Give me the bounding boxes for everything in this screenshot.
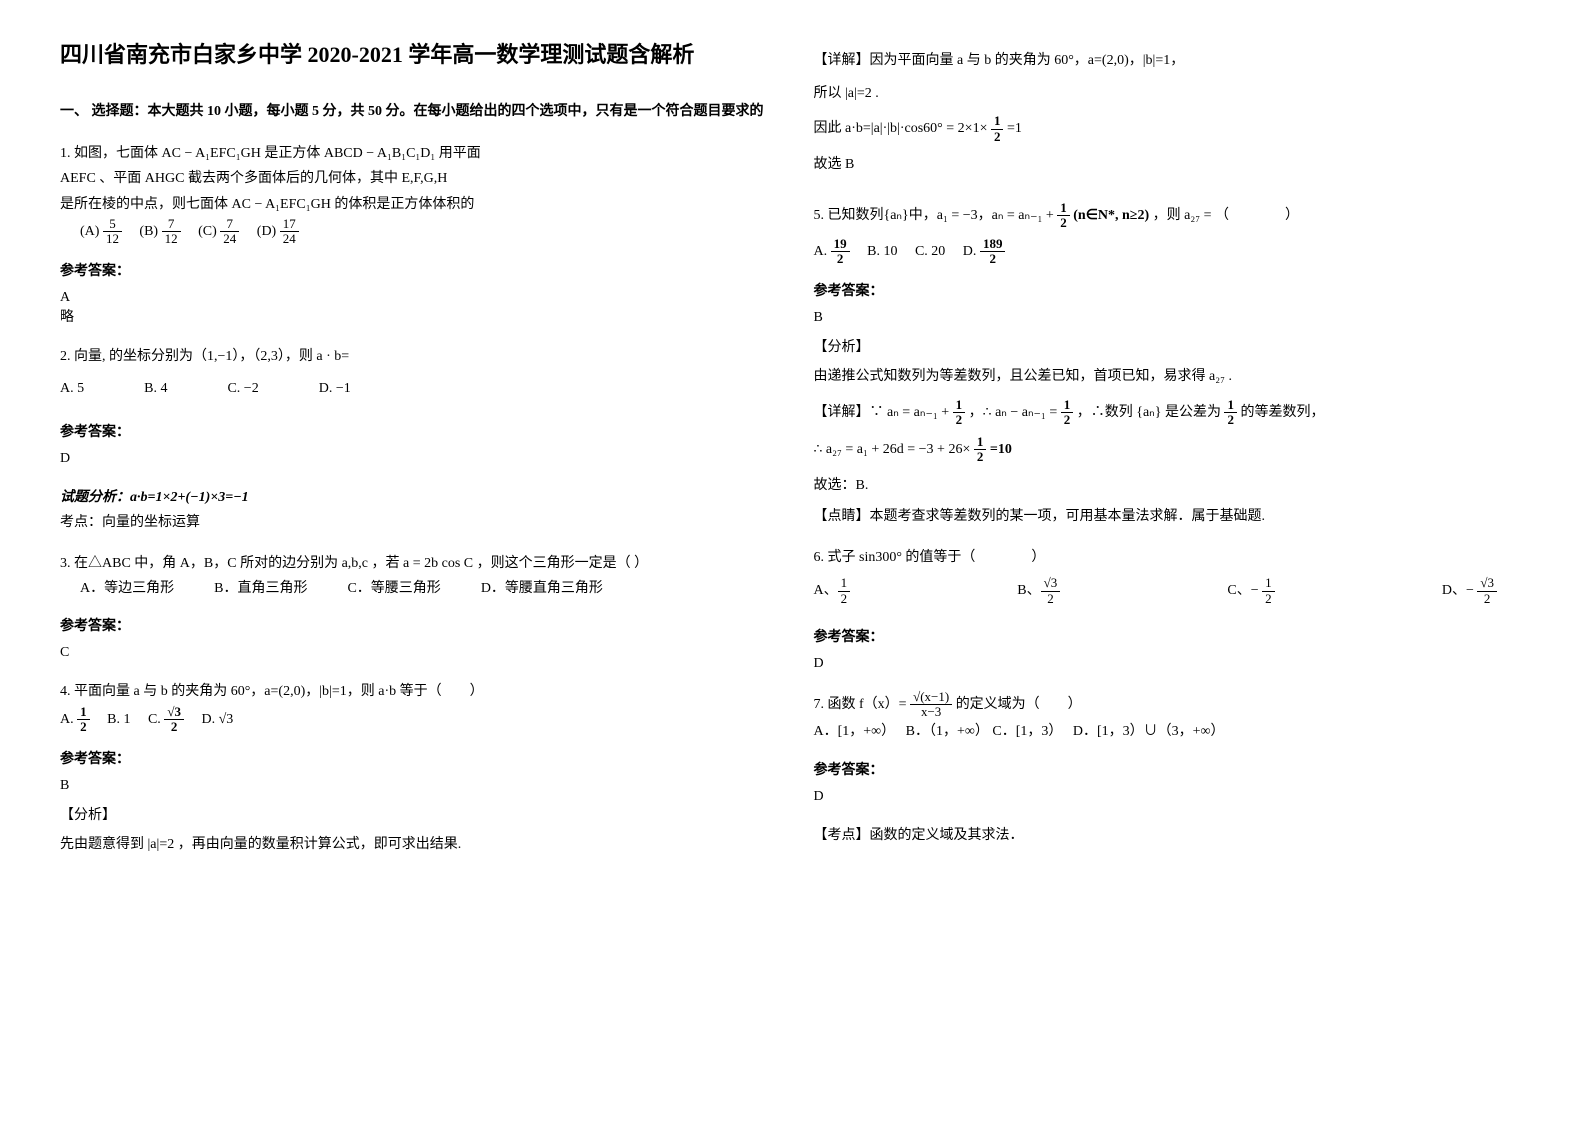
q4-fx: 【分析】 (60, 804, 774, 824)
q3-line1: 3. 在△ABC 中，角 A，B，C 所对的边分别为 a,b,c ，若 a = … (60, 551, 774, 576)
section-1-head: 一、 选择题：本大题共 10 小题，每小题 5 分，共 50 分。在每小题给出的… (60, 101, 774, 123)
q4-explain: 先由题意得到 |a|=2 ，再由向量的数量积计算公式，即可求出结果. (60, 832, 774, 857)
q5-line1: 5. 已知数列{aₙ}中，a₁ = −3，aₙ = aₙ₋₁ + 12 (n∈N… (814, 201, 1528, 231)
q7-answer: D (814, 789, 1528, 805)
q6-options: A、12 B、√32 C、− 12 D、− √32 (814, 576, 1528, 606)
q1-answer: A 略 (60, 290, 774, 326)
q4-ans-label: 参考答案： (60, 748, 774, 768)
question-5: 5. 已知数列{aₙ}中，a₁ = −3，aₙ = aₙ₋₁ + 12 (n∈N… (814, 201, 1528, 266)
q2-ans-label: 参考答案： (60, 421, 774, 441)
q5-explain: 由递推公式知数列为等差数列，且公差已知，首项已知，易求得 a₂₇ . 【详解】∵… (814, 364, 1528, 529)
left-column: 四川省南充市白家乡中学 2020-2021 学年高一数学理测试题含解析 一、 选… (60, 40, 774, 1082)
q4-options: A. 12 B. 1 C. √32 D. √3 (60, 705, 774, 735)
doc-title: 四川省南充市白家乡中学 2020-2021 学年高一数学理测试题含解析 (60, 40, 774, 71)
q4-line1: 4. 平面向量 a 与 b 的夹角为 60°，a=(2,0)，|b|=1，则 a… (60, 679, 774, 704)
q3-ans-label: 参考答案： (60, 615, 774, 635)
q4-detail: 【详解】因为平面向量 a 与 b 的夹角为 60°，a=(2,0)，|b|=1，… (814, 48, 1528, 177)
q4-detail-3: 因此 a·b=|a|·|b|·cos60° = 2×1× 12 =1 (814, 114, 1528, 144)
q4-answer: B (60, 778, 774, 794)
question-3: 3. 在△ABC 中，角 A，B，C 所对的边分别为 a,b,c ，若 a = … (60, 551, 774, 601)
q5-ans-label: 参考答案： (814, 280, 1528, 300)
q3-answer: C (60, 645, 774, 661)
q2-expl-1: 试题分析：a·b=1×2+(−1)×3=−1 (60, 485, 774, 510)
q3-options: A．等边三角形 B．直角三角形 C．等腰三角形 D．等腰直角三角形 (60, 576, 774, 601)
q6-ans-label: 参考答案： (814, 626, 1528, 646)
q6-answer: D (814, 656, 1528, 672)
q4-detail-4: 故选 B (814, 152, 1528, 177)
q4-detail-1: 【详解】因为平面向量 a 与 b 的夹角为 60°，a=(2,0)，|b|=1， (814, 48, 1528, 73)
question-6: 6. 式子 sin300° 的值等于（ ） A、12 B、√32 C、− 12 … (814, 545, 1528, 612)
right-column: 【详解】因为平面向量 a 与 b 的夹角为 60°，a=(2,0)，|b|=1，… (814, 40, 1528, 1082)
question-7: 7. 函数 f（x）= √(x−1)x−3 的定义域为（ ） A．[1，+∞） … (814, 690, 1528, 745)
q2-answer: D (60, 451, 774, 467)
question-4: 4. 平面向量 a 与 b 的夹角为 60°，a=(2,0)，|b|=1，则 a… (60, 679, 774, 734)
q2-expl-2: 考点：向量的坐标运算 (60, 510, 774, 535)
q7-explain: 【考点】函数的定义域及其求法． (814, 823, 1528, 848)
question-1: 1. 如图，七面体 AC − A₁EFC₁GH 是正方体 ABCD − A₁B₁… (60, 141, 774, 246)
q6-line1: 6. 式子 sin300° 的值等于（ ） (814, 545, 1528, 570)
q1-line3: 是所在棱的中点，则七面体 AC − A₁EFC₁GH 的体积是正方体体积的 (60, 192, 774, 217)
q5-options: A. 192 B. 10 C. 20 D. 1892 (814, 237, 1528, 267)
q2-explain: 试题分析：a·b=1×2+(−1)×3=−1 考点：向量的坐标运算 (60, 485, 774, 535)
q2-options: A. 5 B. 4 C. −2 D. −1 (60, 376, 774, 401)
q7-ans-label: 参考答案： (814, 759, 1528, 779)
q5-fx: 【分析】 (814, 336, 1528, 356)
q4-detail-2: 所以 |a|=2 . (814, 81, 1528, 106)
q7-options: A．[1，+∞） B．（1，+∞） C．[1，3） D．[1，3）∪（3，+∞） (814, 719, 1528, 744)
q7-line1: 7. 函数 f（x）= √(x−1)x−3 的定义域为（ ） (814, 690, 1528, 720)
q1-line2: AEFC 、平面 AHGC 截去两个多面体后的几何体，其中 E,F,G,H (60, 166, 774, 191)
q5-answer: B (814, 310, 1528, 326)
q1-ans-label: 参考答案： (60, 260, 774, 280)
q1-line1: 1. 如图，七面体 AC − A₁EFC₁GH 是正方体 ABCD − A₁B₁… (60, 141, 774, 166)
question-2: 2. 向量, 的坐标分别为（1,−1），（2,3），则 a · b= A. 5 … (60, 344, 774, 406)
q2-line1: 2. 向量, 的坐标分别为（1,−1），（2,3），则 a · b= (60, 344, 774, 369)
q1-options: (A) 512 (B) 712 (C) 724 (D) 1724 (60, 217, 774, 247)
